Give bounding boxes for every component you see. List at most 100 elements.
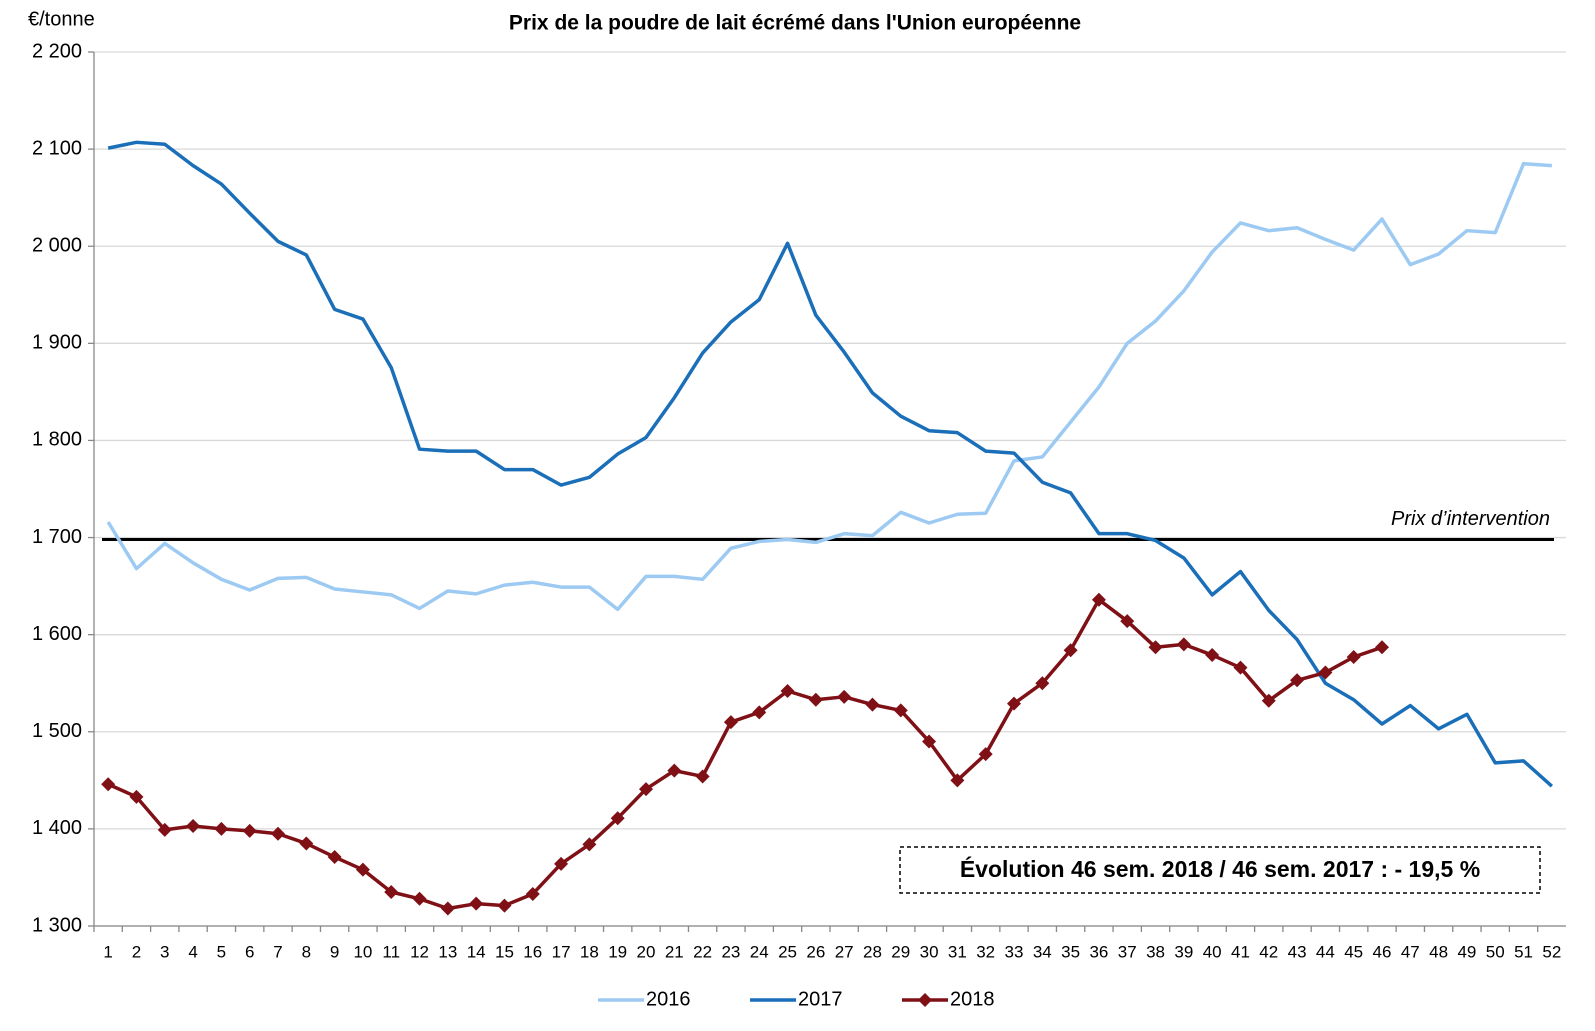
x-tick-label: 26 bbox=[806, 942, 825, 961]
point-marker bbox=[469, 896, 484, 911]
x-tick-label: 14 bbox=[467, 942, 486, 961]
x-tick-label: 30 bbox=[920, 942, 939, 961]
point-marker bbox=[101, 777, 116, 792]
x-tick-label: 16 bbox=[523, 942, 542, 961]
point-marker bbox=[554, 856, 569, 871]
x-tick-label: 20 bbox=[637, 942, 656, 961]
x-tick-label: 12 bbox=[410, 942, 429, 961]
y-tick-label: 1 700 bbox=[32, 526, 82, 548]
point-marker bbox=[384, 885, 399, 900]
x-tick-label: 46 bbox=[1373, 942, 1392, 961]
x-tick-label: 38 bbox=[1146, 942, 1165, 961]
point-marker bbox=[582, 837, 597, 852]
x-tick-label: 22 bbox=[693, 942, 712, 961]
x-tick-label: 44 bbox=[1316, 942, 1335, 961]
line-series bbox=[106, 161, 1552, 612]
line-series bbox=[107, 597, 1383, 911]
x-tick-label: 24 bbox=[750, 942, 769, 961]
x-tick-label: 9 bbox=[330, 942, 339, 961]
x-tick-label: 21 bbox=[665, 942, 684, 961]
x-tick-label: 5 bbox=[217, 942, 226, 961]
point-marker bbox=[129, 789, 144, 804]
x-tick-label: 52 bbox=[1542, 942, 1561, 961]
point-marker bbox=[1205, 648, 1220, 663]
point-marker bbox=[412, 891, 427, 906]
point-marker bbox=[865, 697, 880, 712]
point-marker bbox=[355, 862, 370, 877]
point-marker bbox=[1120, 614, 1135, 629]
point-marker bbox=[837, 689, 852, 704]
x-tick-label: 25 bbox=[778, 942, 797, 961]
legend-label: 2017 bbox=[798, 988, 843, 1010]
point-marker bbox=[950, 773, 965, 788]
x-tick-label: 13 bbox=[438, 942, 457, 961]
point-marker bbox=[1290, 673, 1305, 688]
x-tick-label: 2 bbox=[132, 942, 141, 961]
x-tick-label: 19 bbox=[608, 942, 627, 961]
point-marker bbox=[1007, 696, 1021, 711]
point-marker bbox=[780, 683, 795, 698]
chart-title: Prix de la poudre de lait écrémé dans l'… bbox=[509, 12, 1081, 35]
x-tick-label: 49 bbox=[1457, 942, 1476, 961]
y-tick-label: 2 000 bbox=[32, 235, 82, 257]
reference-label: Prix d’intervention bbox=[1391, 508, 1550, 530]
y-tick-label: 1 500 bbox=[32, 720, 82, 742]
x-tick-label: 51 bbox=[1514, 942, 1533, 961]
x-tick-label: 42 bbox=[1259, 942, 1278, 961]
point-marker bbox=[1035, 676, 1050, 691]
point-marker bbox=[1261, 693, 1276, 708]
line-series bbox=[107, 140, 1554, 788]
annotation: Évolution 46 sem. 2018 / 46 sem. 2017 : … bbox=[960, 855, 1480, 882]
point-marker bbox=[1091, 592, 1106, 607]
x-tick-label: 31 bbox=[948, 942, 967, 961]
x-tick-label: 39 bbox=[1174, 942, 1193, 961]
point-marker bbox=[695, 769, 710, 784]
x-tick-label: 43 bbox=[1288, 942, 1307, 961]
x-tick-label: 47 bbox=[1401, 942, 1420, 961]
x-tick-label: 4 bbox=[188, 942, 197, 961]
y-tick-label: 1 400 bbox=[32, 817, 82, 839]
point-marker bbox=[610, 811, 625, 826]
x-tick-label: 37 bbox=[1118, 942, 1137, 961]
point-marker bbox=[1318, 665, 1333, 680]
point-marker bbox=[1346, 650, 1361, 665]
point-marker bbox=[752, 705, 767, 720]
x-tick-label: 34 bbox=[1033, 942, 1052, 961]
point-marker bbox=[639, 782, 653, 797]
y-tick-label: 1 300 bbox=[32, 914, 82, 936]
y-tick-label: 1 600 bbox=[32, 623, 82, 645]
x-tick-label: 27 bbox=[835, 942, 854, 961]
point-marker bbox=[1233, 660, 1248, 675]
legend-marker bbox=[918, 993, 932, 1007]
x-tick-label: 36 bbox=[1089, 942, 1108, 961]
point-marker bbox=[299, 836, 314, 851]
x-tick-label: 3 bbox=[160, 942, 169, 961]
x-tick-label: 41 bbox=[1231, 942, 1250, 961]
y-tick-label: 2 200 bbox=[32, 40, 82, 62]
x-tick-label: 1 bbox=[103, 942, 112, 961]
x-tick-label: 7 bbox=[273, 942, 282, 961]
point-marker bbox=[1375, 640, 1389, 655]
x-tick-label: 15 bbox=[495, 942, 514, 961]
annotation-box bbox=[899, 846, 1541, 894]
point-marker bbox=[327, 850, 342, 865]
x-tick-label: 45 bbox=[1344, 942, 1363, 961]
point-marker bbox=[214, 821, 229, 836]
x-tick-label: 18 bbox=[580, 942, 599, 961]
x-tick-label: 50 bbox=[1486, 942, 1505, 961]
x-tick-label: 23 bbox=[721, 942, 740, 961]
y-tick-label: 2 100 bbox=[32, 137, 82, 159]
point-marker bbox=[440, 901, 455, 916]
y-tick-label: 1 900 bbox=[32, 332, 82, 354]
x-tick-label: 10 bbox=[353, 942, 372, 961]
point-marker bbox=[1063, 643, 1078, 658]
point-marker bbox=[1148, 640, 1163, 655]
y-tick-label: 1 800 bbox=[32, 429, 82, 451]
x-tick-label: 29 bbox=[891, 942, 910, 961]
x-tick-label: 40 bbox=[1203, 942, 1222, 961]
point-marker bbox=[186, 818, 201, 833]
legend-label: 2018 bbox=[950, 988, 995, 1010]
legend-label: 2016 bbox=[646, 988, 691, 1010]
point-marker bbox=[667, 763, 682, 778]
